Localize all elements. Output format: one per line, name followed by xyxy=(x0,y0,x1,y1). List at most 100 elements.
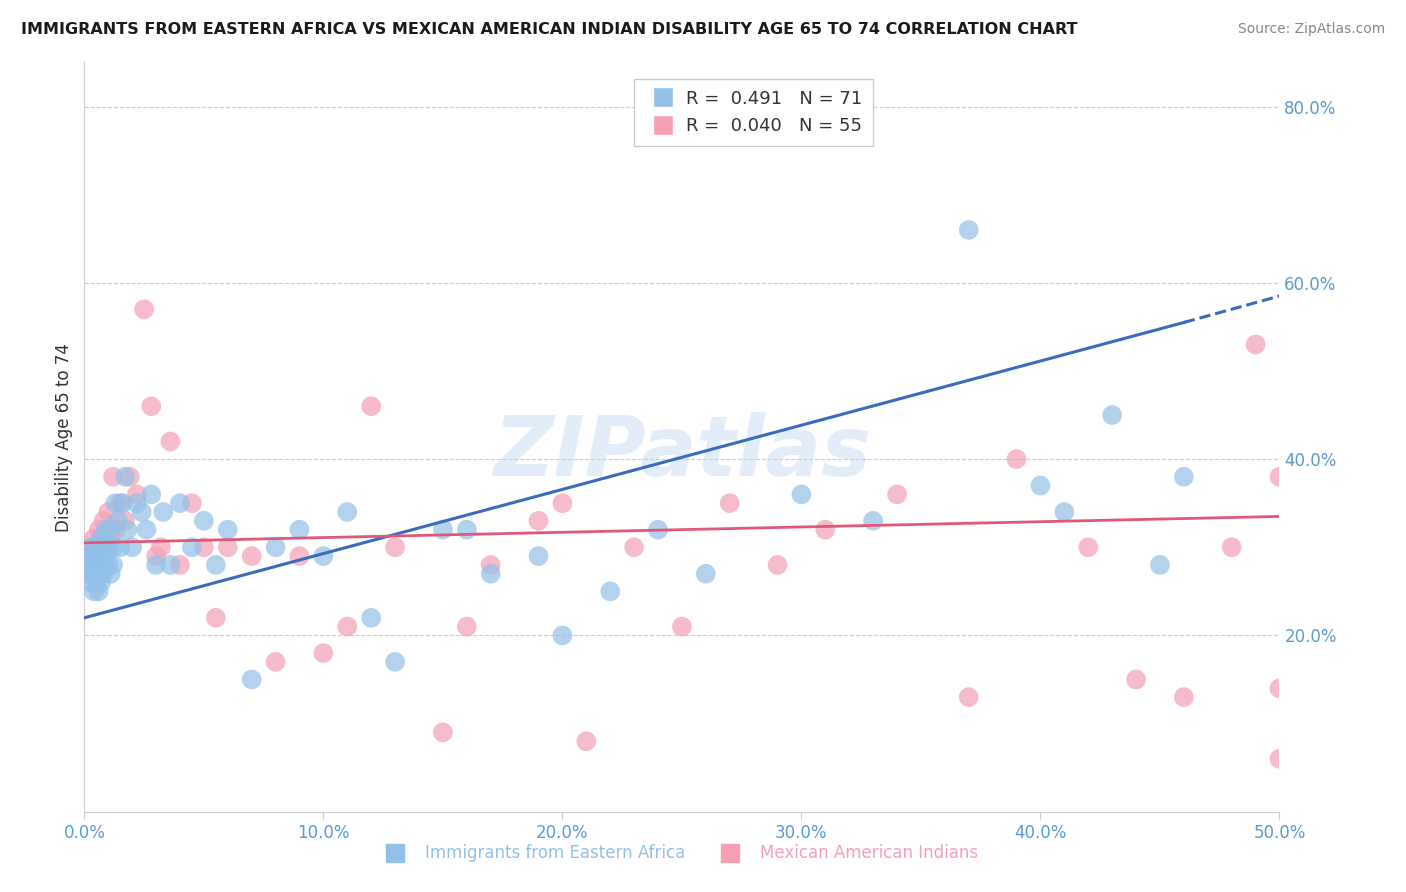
Point xyxy=(131,505,153,519)
Point xyxy=(104,496,127,510)
Point xyxy=(83,584,105,599)
Point xyxy=(83,549,105,563)
Legend: R =  0.491   N = 71, R =  0.040   N = 55: R = 0.491 N = 71, R = 0.040 N = 55 xyxy=(634,79,873,145)
Point xyxy=(312,646,335,660)
Point xyxy=(240,673,263,687)
Point xyxy=(217,541,239,555)
Point xyxy=(1101,408,1123,422)
Point xyxy=(87,523,110,537)
Point xyxy=(110,496,132,510)
Point xyxy=(205,611,228,625)
Point xyxy=(1268,752,1291,766)
Point xyxy=(87,584,110,599)
Point xyxy=(886,487,908,501)
Point xyxy=(814,523,837,537)
Point xyxy=(87,566,110,581)
Point xyxy=(1173,690,1195,705)
Point xyxy=(1125,673,1147,687)
Point xyxy=(86,575,108,590)
Point xyxy=(360,611,382,625)
Point xyxy=(80,541,103,555)
Point xyxy=(957,690,980,705)
Point xyxy=(83,532,105,546)
Point xyxy=(141,487,163,501)
Text: Mexican American Indians: Mexican American Indians xyxy=(759,844,977,862)
Point xyxy=(97,558,120,572)
Point xyxy=(384,541,406,555)
Point xyxy=(527,514,550,528)
Point xyxy=(145,549,167,563)
Point xyxy=(94,549,117,563)
Point xyxy=(93,566,115,581)
Point xyxy=(766,558,789,572)
Point xyxy=(217,523,239,537)
Point xyxy=(83,566,105,581)
Point xyxy=(152,505,174,519)
Point xyxy=(957,223,980,237)
Point xyxy=(114,514,136,528)
Point xyxy=(456,523,478,537)
Point xyxy=(456,619,478,633)
Point xyxy=(132,302,156,317)
Point xyxy=(599,584,621,599)
Point xyxy=(479,558,502,572)
Point xyxy=(432,725,454,739)
Point xyxy=(193,514,215,528)
Point xyxy=(479,566,502,581)
Point xyxy=(193,541,215,555)
Point xyxy=(671,619,693,633)
Point xyxy=(86,558,108,572)
Point xyxy=(125,487,148,501)
Point xyxy=(384,655,406,669)
Point xyxy=(264,541,287,555)
Point xyxy=(87,558,110,572)
Point xyxy=(77,549,100,563)
Point xyxy=(135,523,157,537)
Point xyxy=(181,496,204,510)
Point xyxy=(101,469,124,483)
Point xyxy=(159,558,181,572)
Point xyxy=(1053,505,1076,519)
Point xyxy=(790,487,813,501)
Point xyxy=(718,496,741,510)
Point xyxy=(288,549,311,563)
Point xyxy=(527,549,550,563)
Point xyxy=(1220,541,1243,555)
Point xyxy=(181,541,204,555)
Point xyxy=(647,523,669,537)
Point xyxy=(695,566,717,581)
Point xyxy=(432,523,454,537)
Point xyxy=(101,558,124,572)
Point xyxy=(111,496,134,510)
Point xyxy=(862,514,884,528)
Point xyxy=(100,523,122,537)
Point xyxy=(118,469,141,483)
Point xyxy=(93,541,115,555)
Point xyxy=(90,575,112,590)
Point xyxy=(107,514,129,528)
Point xyxy=(264,655,287,669)
Point xyxy=(101,541,124,555)
Point xyxy=(169,558,191,572)
Point xyxy=(77,549,100,563)
Point xyxy=(80,575,103,590)
Point xyxy=(90,549,112,563)
Point xyxy=(1268,469,1291,483)
Point xyxy=(159,434,181,449)
Point xyxy=(1244,337,1267,351)
Point xyxy=(1029,478,1052,492)
Point xyxy=(551,628,574,642)
Point xyxy=(336,505,359,519)
Point xyxy=(104,523,127,537)
Point xyxy=(94,541,117,555)
Point xyxy=(288,523,311,537)
Point xyxy=(312,549,335,563)
Point xyxy=(1077,541,1099,555)
Point xyxy=(141,399,163,413)
Point xyxy=(623,541,645,555)
Point xyxy=(205,558,228,572)
Point xyxy=(110,541,132,555)
Point xyxy=(93,558,115,572)
Point xyxy=(86,558,108,572)
Point xyxy=(149,541,172,555)
